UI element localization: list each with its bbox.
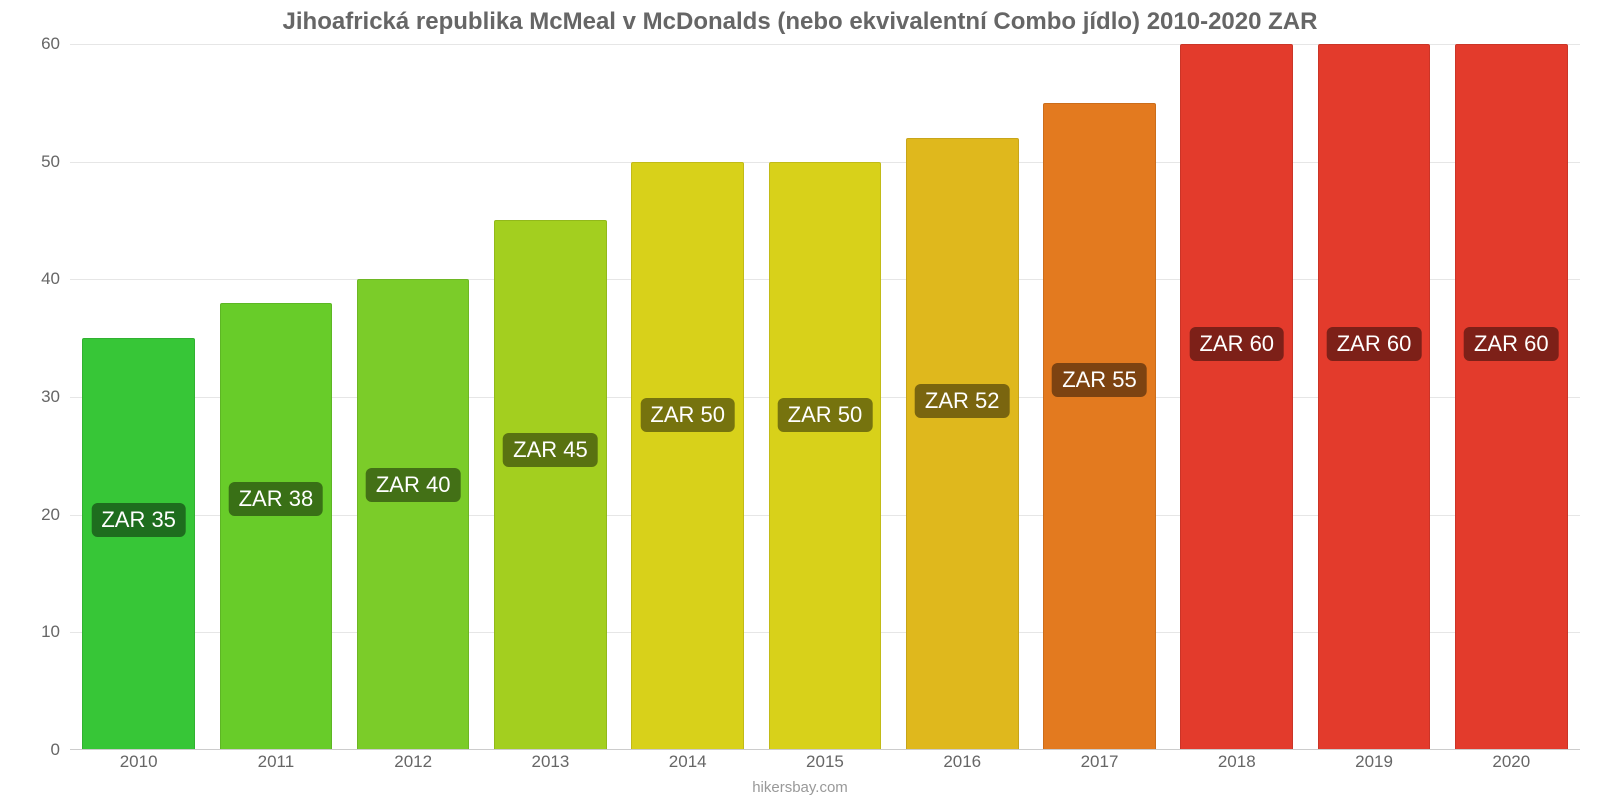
y-tick-label: 60 (0, 34, 70, 54)
bar-slot: ZAR 60 (1168, 44, 1305, 749)
y-tick-label: 30 (0, 387, 70, 407)
x-tick-label: 2013 (482, 752, 619, 772)
bar-slot: ZAR 35 (70, 44, 207, 749)
plot-area: ZAR 35 ZAR 38 ZAR 40 ZAR 45 ZAR 50 ZAR 50 ZAR … (70, 44, 1580, 750)
x-tick-label: 2018 (1168, 752, 1305, 772)
bar: ZAR 38 (220, 303, 333, 750)
x-tick-label: 2020 (1443, 752, 1580, 772)
chart-title: Jihoafrická republika McMeal v McDonalds… (0, 8, 1600, 36)
y-tick-label: 0 (0, 740, 70, 760)
bar: ZAR 50 (769, 162, 882, 750)
bar-value-label: ZAR 60 (1464, 327, 1559, 361)
bar-slot: ZAR 52 (894, 44, 1031, 749)
bar-value-label: ZAR 52 (915, 384, 1010, 418)
x-tick-label: 2016 (894, 752, 1031, 772)
bars-container: ZAR 35 ZAR 38 ZAR 40 ZAR 45 ZAR 50 ZAR 50 ZAR … (70, 44, 1580, 749)
bar-value-label: ZAR 50 (778, 398, 873, 432)
bar: ZAR 60 (1180, 44, 1293, 749)
bar: ZAR 50 (631, 162, 744, 750)
bar: ZAR 35 (82, 338, 195, 749)
bar: ZAR 52 (906, 138, 1019, 749)
bar-value-label: ZAR 60 (1327, 327, 1422, 361)
bar: ZAR 55 (1043, 103, 1156, 749)
bar-slot: ZAR 40 (345, 44, 482, 749)
x-tick-label: 2011 (207, 752, 344, 772)
bar-value-label: ZAR 50 (640, 398, 735, 432)
x-tick-label: 2015 (756, 752, 893, 772)
bar-slot: ZAR 50 (619, 44, 756, 749)
x-tick-label: 2019 (1305, 752, 1442, 772)
attribution: hikersbay.com (0, 779, 1600, 796)
y-tick-label: 50 (0, 152, 70, 172)
bar-value-label: ZAR 38 (229, 482, 324, 516)
bar-slot: ZAR 55 (1031, 44, 1168, 749)
bar-chart: Jihoafrická republika McMeal v McDonalds… (0, 0, 1600, 800)
bar-value-label: ZAR 60 (1189, 327, 1284, 361)
bar-value-label: ZAR 45 (503, 433, 598, 467)
y-tick-label: 10 (0, 622, 70, 642)
bar-slot: ZAR 45 (482, 44, 619, 749)
bar-slot: ZAR 60 (1305, 44, 1442, 749)
bar-slot: ZAR 60 (1443, 44, 1580, 749)
y-tick-label: 20 (0, 505, 70, 525)
bar-value-label: ZAR 35 (91, 503, 186, 537)
x-axis-labels: 2010201120122013201420152016201720182019… (70, 752, 1580, 772)
bar-value-label: ZAR 55 (1052, 363, 1147, 397)
bar-slot: ZAR 38 (207, 44, 344, 749)
bar: ZAR 60 (1455, 44, 1568, 749)
y-tick-label: 40 (0, 269, 70, 289)
x-tick-label: 2017 (1031, 752, 1168, 772)
bar: ZAR 45 (494, 220, 607, 749)
bar: ZAR 40 (357, 279, 470, 749)
bar-slot: ZAR 50 (756, 44, 893, 749)
x-tick-label: 2014 (619, 752, 756, 772)
bar-value-label: ZAR 40 (366, 468, 461, 502)
x-tick-label: 2010 (70, 752, 207, 772)
x-tick-label: 2012 (345, 752, 482, 772)
bar: ZAR 60 (1318, 44, 1431, 749)
